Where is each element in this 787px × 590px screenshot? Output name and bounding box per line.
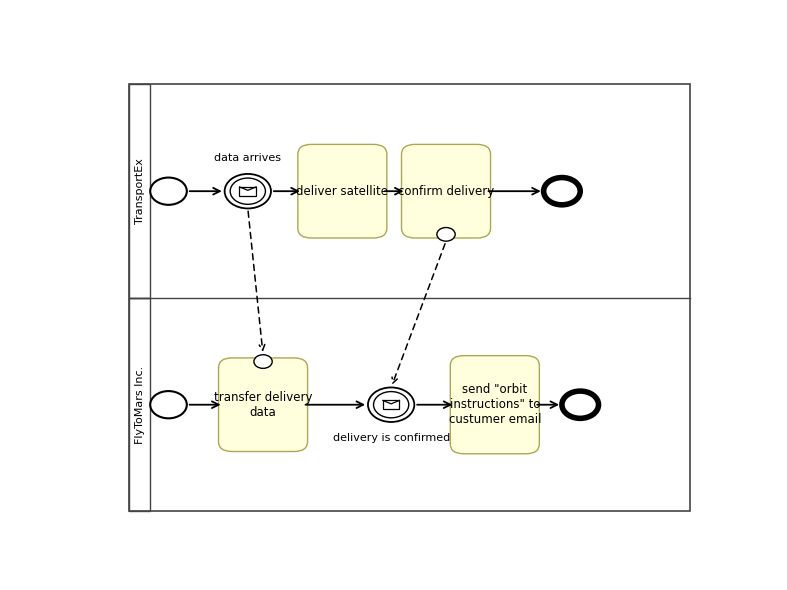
Text: send "orbit
instructions" to
custumer email: send "orbit instructions" to custumer em…: [449, 384, 541, 426]
FancyBboxPatch shape: [450, 356, 539, 454]
Circle shape: [150, 391, 187, 418]
Text: TransportEx: TransportEx: [135, 158, 145, 224]
Bar: [129, 84, 150, 298]
Circle shape: [230, 178, 265, 204]
Circle shape: [437, 228, 455, 241]
FancyBboxPatch shape: [382, 401, 400, 409]
Circle shape: [562, 391, 599, 418]
FancyBboxPatch shape: [401, 145, 490, 238]
Circle shape: [374, 392, 408, 418]
Circle shape: [224, 174, 271, 208]
Text: FlyToMars Inc.: FlyToMars Inc.: [135, 366, 145, 444]
Text: transfer delivery
data: transfer delivery data: [214, 391, 312, 419]
Text: confirm delivery: confirm delivery: [398, 185, 494, 198]
Circle shape: [150, 178, 187, 205]
Text: delivery is confirmed: delivery is confirmed: [333, 433, 449, 443]
FancyBboxPatch shape: [239, 187, 256, 195]
FancyBboxPatch shape: [219, 358, 308, 451]
Circle shape: [254, 355, 272, 368]
Circle shape: [544, 178, 580, 205]
Bar: [129, 298, 150, 512]
Text: deliver satellite: deliver satellite: [297, 185, 388, 198]
FancyBboxPatch shape: [297, 145, 387, 238]
Text: data arrives: data arrives: [214, 153, 281, 163]
Circle shape: [368, 388, 414, 422]
